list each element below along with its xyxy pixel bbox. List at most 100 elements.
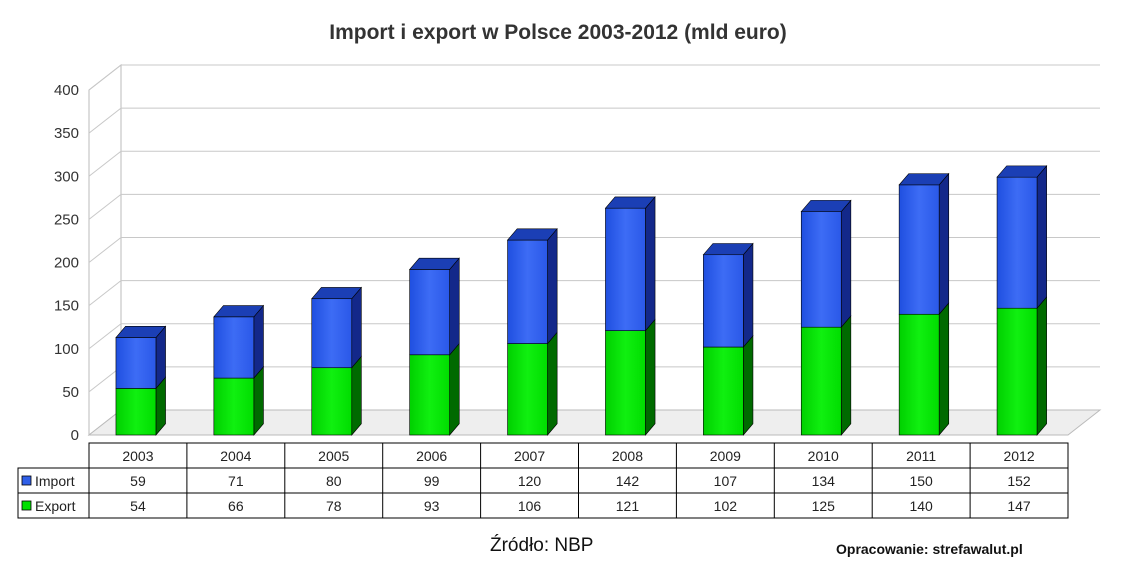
bar-top [898,173,950,186]
legend-swatch-export [21,500,32,511]
bar-import [996,176,1038,309]
bar-side [840,199,852,329]
gridline [88,193,1100,220]
bar-export [409,354,450,436]
data-label-export: 106 [518,498,542,514]
data-label-import: 152 [1007,473,1031,489]
x-tick-label: 2008 [612,448,643,464]
bar-top [996,165,1048,178]
bar-side [1036,296,1047,436]
bar-side [351,286,362,369]
data-label-export: 54 [130,498,146,514]
y-tick-label: 200 [54,255,79,272]
bar-side [351,355,362,436]
bar-side [253,304,264,379]
gridline [88,64,1100,91]
bar-side [645,318,656,436]
bar-import [311,298,353,369]
bar-side [449,257,460,356]
bar-side [547,331,558,436]
y-axis: 0 50 100 150 200 250 300 350 400 [54,82,79,444]
x-tick-label: 2004 [220,448,251,464]
source-note: Źródło: NBP [490,535,594,556]
bar-import [213,316,255,379]
y-tick-label: 250 [54,211,79,228]
x-tick-label: 2010 [808,448,839,464]
bar-import [507,239,548,344]
legend-label-import: Import [35,473,75,489]
x-tick-label: 2012 [1003,448,1034,464]
gridline [88,237,1100,263]
bar-import [409,269,450,356]
y-tick-label: 50 [62,384,79,401]
data-label-import: 99 [424,473,440,489]
data-label-export: 125 [812,498,836,514]
y-tick-label: 150 [54,298,79,315]
bar-export [115,388,157,436]
bar-export [311,367,353,436]
data-label-import: 134 [812,473,836,489]
bar-top [311,287,363,300]
bar-export [605,330,646,436]
bar-side [743,334,754,436]
gridline [88,107,1100,134]
bar-side [449,342,460,436]
y-tick-label: 100 [54,341,79,358]
bar-import [115,337,157,389]
y-tick-label: 0 [71,427,79,444]
data-table: 2003 2004 2005 2006 2007 2008 2009 2010 2011 2012… [17,442,1069,519]
data-label-import: 59 [130,473,146,489]
bar-side [743,242,754,348]
data-label-export: 66 [228,498,244,514]
data-label-import: 107 [714,473,738,489]
bar-top [213,305,265,318]
bar-export [703,346,744,436]
bar-top [604,196,656,209]
bar-side [645,196,656,332]
bar-export [213,377,255,436]
bar-export [507,343,548,436]
x-tick-label: 2005 [318,448,349,464]
bar-top [408,257,460,270]
data-label-import: 150 [909,473,933,489]
data-label-export: 102 [714,498,738,514]
bar-export [996,307,1038,436]
data-label-export: 93 [424,498,440,514]
bar-export [898,313,940,436]
gridline [88,150,1100,177]
y-tick-label: 350 [54,125,79,142]
bar-side [938,172,950,316]
x-tick-label: 2003 [122,448,153,464]
bar-export [800,326,842,436]
y-tick-label: 300 [54,168,79,185]
credit-note: Opracowanie: strefawalut.pl [836,541,1023,557]
bar-import [703,254,744,348]
bar-top [702,243,754,256]
bar-side [253,366,264,436]
legend-swatch-import [21,475,32,486]
data-label-export: 147 [1007,498,1031,514]
data-label-import: 80 [326,473,342,489]
x-tick-label: 2011 [906,448,936,464]
bar-top [800,200,852,212]
y-tick-label: 400 [54,82,79,99]
gridline [88,280,1100,307]
data-label-import: 120 [518,473,542,489]
legend-label-export: Export [35,498,76,514]
x-tick-label: 2007 [514,448,545,464]
data-label-import: 71 [228,473,244,489]
bar-import [898,184,940,315]
data-label-import: 142 [616,473,640,489]
data-label-export: 121 [616,498,640,514]
data-label-export: 78 [326,498,342,514]
chart-title: Import i export w Polsce 2003-2012 (mld … [329,21,786,44]
bar-top [115,325,167,338]
data-label-export: 140 [909,498,933,514]
bar-import [605,207,646,331]
x-tick-label: 2009 [710,448,741,464]
bar-import [800,211,842,328]
x-tick-label: 2006 [416,448,447,464]
bar-top [506,228,558,241]
bar-side [1036,165,1047,310]
